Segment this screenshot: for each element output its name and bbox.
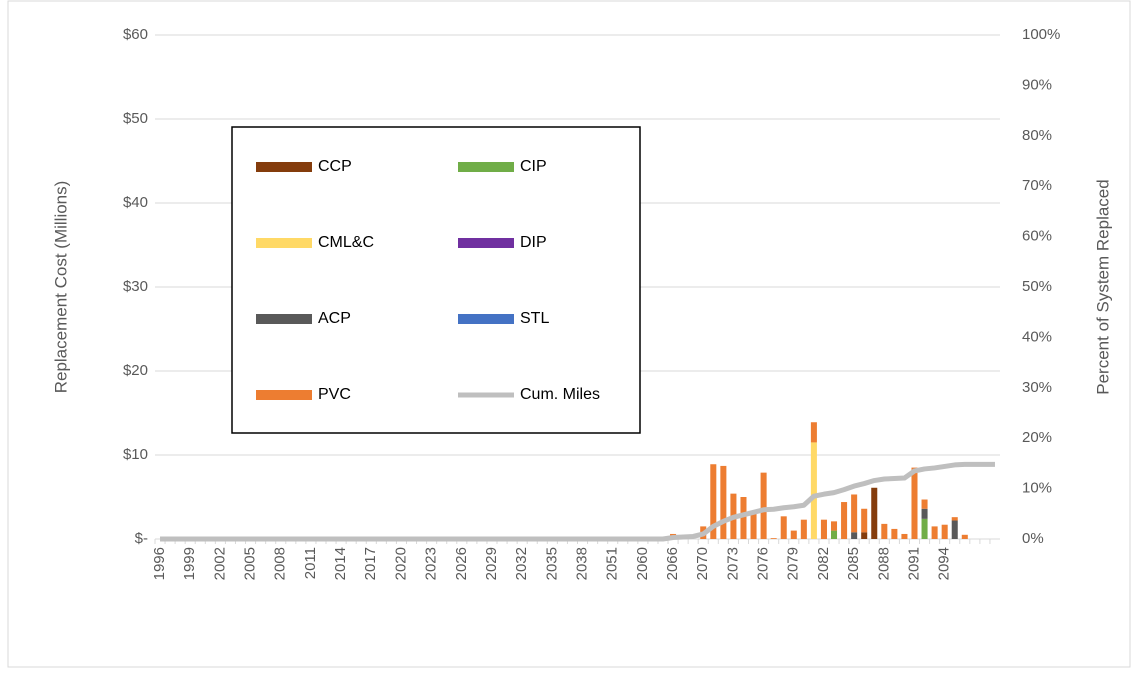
bar-segment [951,520,958,539]
x-tick-label: 2020 [392,547,409,580]
bar-segment [841,502,848,539]
bar-segment [800,519,807,539]
y2-axis-title: Percent of System Replaced [1093,179,1112,394]
bar-segment [740,497,747,539]
x-tick-label: 2026 [453,547,470,580]
x-tick-label: 2088 [875,547,892,580]
x-tick-label: 2005 [242,547,259,580]
bar-segment [941,524,948,539]
legend-swatch [256,162,312,172]
legend-label: DIP [520,234,547,251]
chart-frame [7,0,1131,668]
bar-segment [851,532,858,539]
legend-swatch [256,390,312,400]
legend-swatch [458,238,514,248]
bar-segment [891,528,898,539]
x-tick-label: 2035 [543,547,560,580]
x-tick-label: 2091 [905,547,922,580]
y-tick-label: $60 [123,26,148,43]
bar-segment [810,442,817,539]
legend-label: Cum. Miles [520,386,600,403]
legend-label: CIP [520,158,547,175]
y2-tick-label: 20% [1022,429,1052,446]
x-tick-label: 2076 [755,547,772,580]
legend-swatch [256,238,312,248]
legend-label: CCP [318,158,352,175]
legend-swatch [256,314,312,324]
y-tick-label: $- [135,530,148,547]
bar-segment [881,523,888,539]
x-tick-label: 2011 [302,547,319,579]
x-tick-label: 2023 [423,547,440,580]
y-tick-label: $10 [123,446,148,463]
x-tick-label: 2051 [604,547,621,580]
bar-segment [760,472,767,539]
y-tick-label: $40 [123,194,148,211]
x-tick-label: 2060 [634,547,651,580]
legend-swatch [458,314,514,324]
bar-segment [750,513,757,539]
x-tick-label: 2094 [936,547,953,580]
bar-segment [720,465,727,539]
bar-segment [921,508,928,519]
x-tick-label: 2070 [694,547,711,580]
y2-tick-label: 60% [1022,228,1052,245]
bar-segment [851,494,858,533]
x-tick-label: 2008 [272,547,289,580]
y2-tick-label: 0% [1022,530,1044,547]
x-tick-label: 2032 [513,547,530,580]
bar-segment [871,487,878,539]
x-tick-label: 2029 [483,547,500,580]
bar-segment [790,530,797,539]
legend-swatch [458,162,514,172]
x-tick-label: 2066 [664,547,681,580]
x-tick-label: 2085 [845,547,862,580]
bar-segment [921,518,928,539]
legend-label: CML&C [318,234,374,251]
bar-segment [921,499,928,509]
x-tick-label: 2082 [815,547,832,580]
y2-tick-label: 80% [1022,127,1052,144]
bar-segment [770,538,777,539]
y2-tick-label: 30% [1022,379,1052,396]
bar-segment [951,517,958,521]
bar-segment [931,526,938,539]
bar-segment [961,534,968,539]
x-tick-label: 2014 [332,547,349,580]
bar-segment [810,422,817,443]
x-tick-label: 2002 [211,547,228,580]
y-axis-title: Replacement Cost (Millions) [51,181,70,394]
legend-label: ACP [318,310,351,327]
bar-segment [861,532,868,539]
x-tick-label: 2073 [724,547,741,580]
legend-box [231,126,641,434]
x-tick-label: 1999 [181,547,198,580]
bar-segment [820,519,827,539]
x-tick-label: 2017 [362,547,379,580]
y2-tick-label: 90% [1022,76,1052,93]
bar-segment [911,467,918,539]
x-tick-label: 1996 [151,547,168,580]
y2-tick-label: 40% [1022,328,1052,345]
y2-tick-label: 50% [1022,278,1052,295]
bar-segment [780,516,787,539]
bar-segment [901,533,908,539]
bar-segment [710,464,717,539]
bar-segment [831,521,838,531]
legend-label: STL [520,310,549,327]
bar-segment [861,508,868,533]
y-tick-label: $20 [123,362,148,379]
y2-tick-label: 100% [1022,26,1060,43]
y-tick-label: $50 [123,110,148,127]
y-tick-label: $30 [123,278,148,295]
line-series [160,461,995,542]
x-tick-label: 2038 [573,547,590,580]
bar-segment [831,530,838,539]
y2-tick-label: 10% [1022,480,1052,497]
y2-tick-label: 70% [1022,177,1052,194]
x-tick-label: 2079 [785,547,802,580]
legend-label: PVC [318,386,351,403]
